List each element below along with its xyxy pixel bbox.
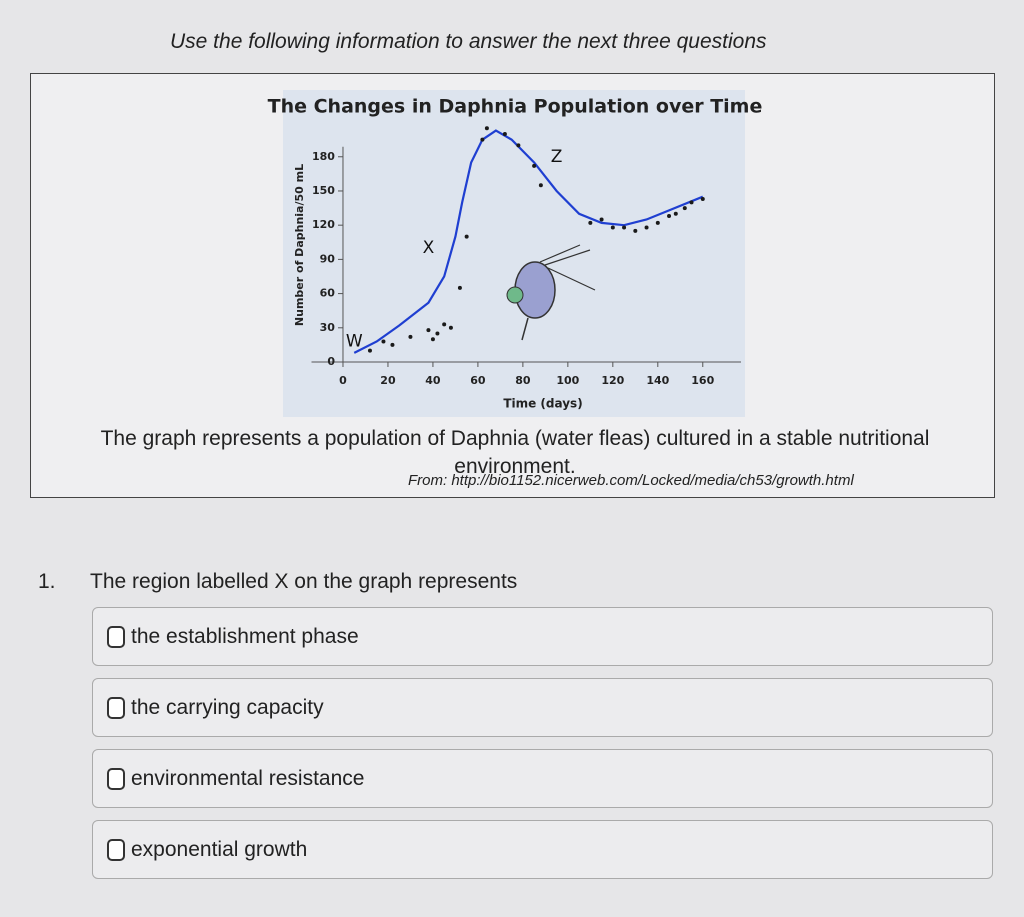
data-point xyxy=(682,206,687,211)
data-point xyxy=(408,334,413,339)
data-point xyxy=(599,217,604,222)
data-point xyxy=(532,163,537,168)
caption: The graph represents a population of Dap… xyxy=(100,427,930,478)
answer-option[interactable]: exponential growth xyxy=(92,820,993,879)
chart-title: The Changes in Daphnia Population over T… xyxy=(268,96,763,118)
data-point xyxy=(442,322,447,327)
data-point xyxy=(588,220,593,225)
answer-option[interactable]: environmental resistance xyxy=(92,749,993,808)
data-point xyxy=(430,337,435,342)
data-point xyxy=(367,348,372,353)
option-text: the establishment phase xyxy=(131,624,359,648)
answer-option[interactable]: the carrying capacity xyxy=(92,678,993,737)
option-text: the carrying capacity xyxy=(131,695,324,719)
data-point xyxy=(381,339,386,344)
data-point xyxy=(644,225,649,230)
annotation: X xyxy=(423,238,435,258)
chart-background xyxy=(283,90,745,417)
data-point xyxy=(700,196,705,201)
y-tick-label: 120 xyxy=(312,218,335,231)
fitted-curve xyxy=(353,129,704,354)
data-point xyxy=(673,211,678,216)
option-text: exponential growth xyxy=(131,837,308,861)
x-tick-label: 120 xyxy=(601,374,624,387)
data-point xyxy=(538,183,543,188)
data-point xyxy=(464,234,469,239)
y-tick-label: 30 xyxy=(320,321,336,334)
header: Use the following information to answer … xyxy=(170,30,767,53)
x-axis-label: Time (days) xyxy=(503,397,582,411)
x-tick-label: 60 xyxy=(470,374,486,387)
chart: The Changes in Daphnia Population over T… xyxy=(268,90,763,417)
x-tick-label: 40 xyxy=(425,374,441,387)
x-tick-label: 20 xyxy=(380,374,396,387)
data-point xyxy=(667,214,672,219)
data-point xyxy=(480,137,485,142)
y-axis-label: Number of Daphnia/50 mL xyxy=(293,164,306,326)
checkbox[interactable] xyxy=(107,625,125,648)
data-point xyxy=(502,131,507,136)
data-point xyxy=(689,200,694,205)
data-point xyxy=(633,228,638,233)
answer-option[interactable]: the establishment phase xyxy=(92,607,993,666)
x-tick-label: 100 xyxy=(556,374,579,387)
y-tick-label: 90 xyxy=(320,252,336,265)
checkbox[interactable] xyxy=(107,838,125,861)
option-text: environmental resistance xyxy=(131,766,365,790)
source: From: http://bio1152.nicerweb.com/Locked… xyxy=(408,472,854,489)
x-tick-label: 0 xyxy=(339,374,347,387)
daphnia-illustration xyxy=(506,244,596,341)
checkbox[interactable] xyxy=(107,767,125,790)
data-point xyxy=(448,325,453,330)
x-tick-label: 80 xyxy=(515,374,531,387)
checkbox[interactable] xyxy=(107,696,125,719)
y-tick-label: 0 xyxy=(327,355,335,368)
data-point xyxy=(457,285,462,290)
data-point xyxy=(426,328,431,333)
y-tick-label: 60 xyxy=(320,287,336,300)
data-point xyxy=(655,220,660,225)
annotation: Z xyxy=(551,147,563,167)
y-tick-label: 180 xyxy=(312,150,335,163)
question-text: The region labelled X on the graph repre… xyxy=(90,570,518,593)
question-number: 1. xyxy=(38,570,56,593)
x-tick-label: 160 xyxy=(691,374,714,387)
x-tick-label: 140 xyxy=(646,374,669,387)
data-point xyxy=(610,225,615,230)
data-point xyxy=(516,143,521,148)
data-point xyxy=(390,342,395,347)
data-point xyxy=(484,126,489,131)
data-point xyxy=(622,225,627,230)
y-tick-label: 150 xyxy=(312,184,335,197)
annotation: W xyxy=(346,331,363,351)
data-point xyxy=(435,331,440,336)
